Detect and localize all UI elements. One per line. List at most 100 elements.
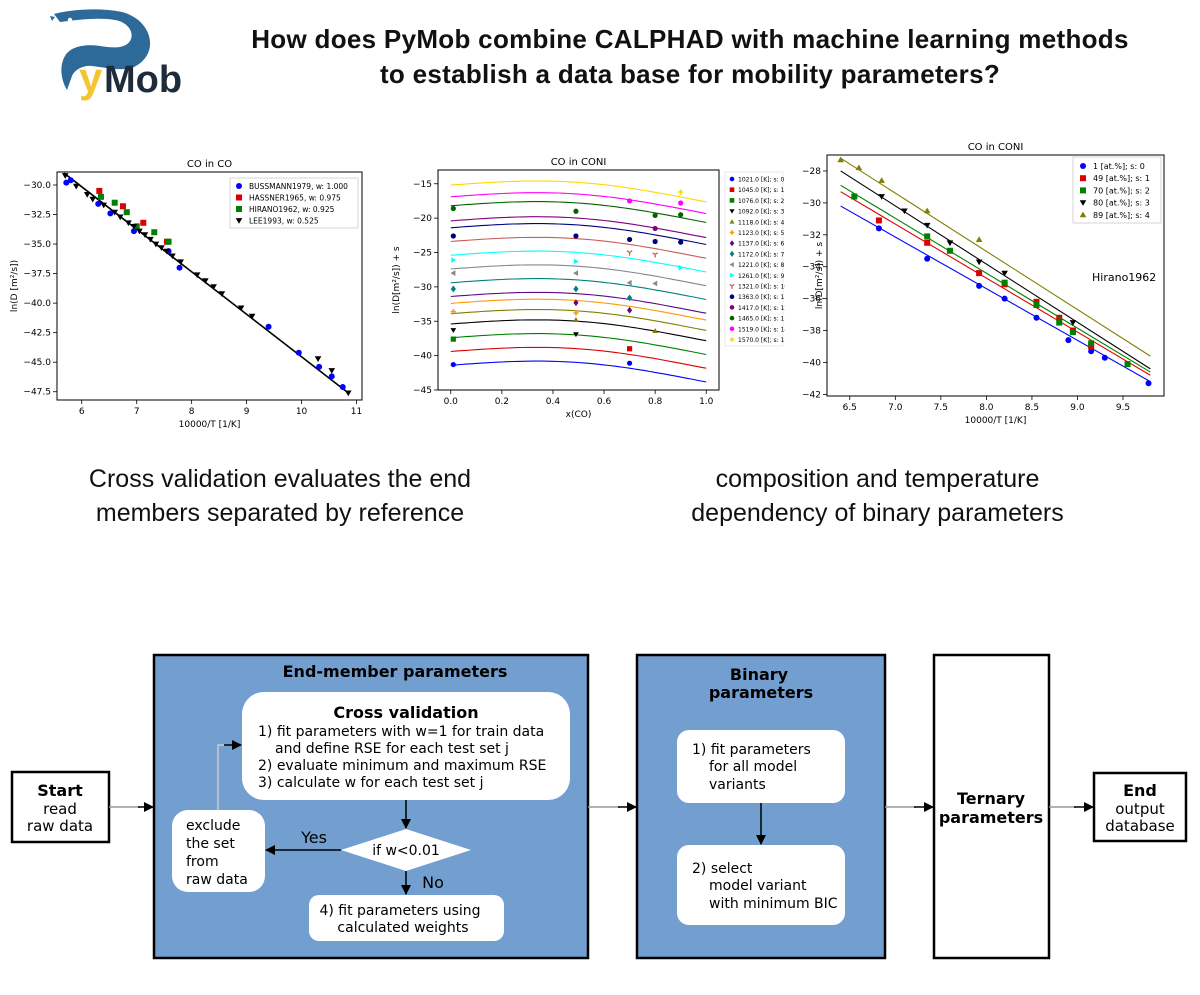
data-point	[678, 264, 684, 271]
legend-box	[724, 171, 784, 347]
data-point	[1124, 361, 1131, 368]
data-point	[100, 202, 108, 209]
x-tick-label: 0.2	[495, 397, 509, 407]
data-point	[89, 196, 97, 203]
legend-label: 1045.0 [K]; s: 1	[738, 187, 785, 194]
data-point	[652, 252, 659, 258]
chart-co-in-coni-temperature: CO in CONI 6.5 7.0 7.5 8.0 8.5 9.0 9.5 −28 −30 −32…	[802, 142, 1165, 426]
data-point	[140, 219, 147, 226]
data-point	[147, 236, 154, 243]
data-point	[218, 291, 226, 297]
x-tick-label: 6.5	[843, 403, 857, 413]
end-line-1: output	[1115, 800, 1165, 818]
series-line	[450, 346, 707, 369]
legend-marker	[1080, 163, 1086, 169]
legend-label: LEE1993, w: 0.525	[249, 217, 319, 226]
series-line	[450, 180, 707, 203]
y-tick-label: −34	[802, 263, 821, 273]
data-point	[1088, 340, 1095, 347]
data-point	[573, 270, 579, 276]
data-point	[923, 222, 931, 229]
data-point	[652, 225, 658, 232]
page-title: How does PyMob combine CALPHAD with mach…	[205, 22, 1175, 92]
data-point	[837, 156, 844, 163]
y-axis-label: ln(D[m²/s]) + s	[392, 246, 402, 314]
data-point	[265, 323, 272, 330]
legend-label: 1519.0 [K]; s: 14	[738, 326, 785, 333]
legend-label: 1465.0 [K]; s: 13	[738, 316, 785, 323]
data-point	[924, 255, 931, 262]
data-point	[678, 189, 684, 195]
data-point	[450, 361, 456, 368]
legend-marker	[729, 337, 735, 342]
x-tick-label: 10	[296, 407, 308, 417]
data-point	[450, 309, 456, 315]
cv-line-2: and define RSE for each test set j	[275, 741, 509, 757]
data-point	[875, 217, 882, 224]
data-point	[626, 279, 632, 286]
data-point	[450, 205, 456, 212]
legend-label: BUSSMANN1979, w: 1.000	[249, 182, 348, 191]
y-tick-label: −25	[413, 249, 432, 259]
data-point	[63, 179, 70, 186]
data-point	[165, 238, 172, 245]
legend-marker	[729, 230, 735, 235]
data-point	[573, 208, 579, 214]
y-tick-label: −30	[413, 283, 432, 293]
y-tick-label: −28	[802, 167, 821, 177]
data-point	[1101, 354, 1108, 361]
exclude-line-2: the set	[186, 836, 235, 852]
title-line-2: to establish a data base for mobility pa…	[379, 59, 1001, 89]
exclude-line-4: raw data	[186, 872, 248, 888]
data-point	[107, 210, 114, 217]
data-point	[130, 223, 138, 230]
series-line	[450, 236, 707, 259]
data-point	[316, 363, 323, 370]
cv-line-3: 2) evaluate minimum and maximum RSE	[258, 758, 546, 774]
data-point	[851, 193, 858, 200]
x-axis-label: 10000/T [1/K]	[179, 420, 241, 430]
data-point	[573, 332, 579, 338]
legend-label: 1092.0 [K]; s: 3	[738, 209, 785, 216]
data-point	[61, 173, 69, 179]
end-box	[1092, 771, 1188, 843]
series-line	[450, 201, 707, 224]
data-point	[1088, 343, 1095, 350]
start-title: Start	[37, 781, 83, 800]
caption-binary-dependency: composition and temperature dependency o…	[640, 462, 1115, 530]
data-point	[975, 236, 983, 242]
start-line-1: read	[43, 800, 77, 818]
data-point	[573, 310, 579, 316]
decision-yes-label: Yes	[300, 828, 327, 847]
series-line	[450, 250, 707, 273]
data-point	[1033, 302, 1040, 309]
data-point	[975, 259, 983, 266]
x-tick-label: 7.5	[934, 403, 948, 413]
legend-marker	[729, 219, 735, 224]
series-line	[840, 205, 1151, 383]
decision-no-label: No	[422, 873, 444, 892]
caption-right-line-1: composition and temperature	[715, 465, 1040, 493]
series-line	[450, 298, 707, 321]
data-point	[1001, 279, 1008, 286]
cv-line-1: 1) fit parameters with w=1 for train dat…	[258, 724, 544, 740]
data-point	[626, 360, 633, 366]
x-tick-label: 9	[244, 407, 250, 417]
legend-marker	[1080, 175, 1086, 182]
ternary-line-1: Ternary	[957, 789, 1026, 808]
start-line-2: raw data	[27, 817, 93, 835]
cv-line-4: 3) calculate w for each test set j	[258, 775, 483, 791]
x-axis-label: x(CO)	[566, 410, 592, 420]
series-line	[450, 223, 707, 246]
binary-step-2-line-3: with minimum BIC	[709, 896, 838, 912]
series-line	[450, 319, 707, 342]
data-point	[923, 207, 931, 214]
data-point	[133, 223, 140, 230]
data-point	[202, 278, 209, 284]
data-point	[83, 192, 91, 198]
data-point	[314, 356, 322, 362]
series-line	[840, 191, 1151, 376]
binary-step-2-line-1: 2) select	[692, 861, 753, 877]
series-line	[840, 170, 1151, 370]
data-point	[652, 328, 658, 333]
